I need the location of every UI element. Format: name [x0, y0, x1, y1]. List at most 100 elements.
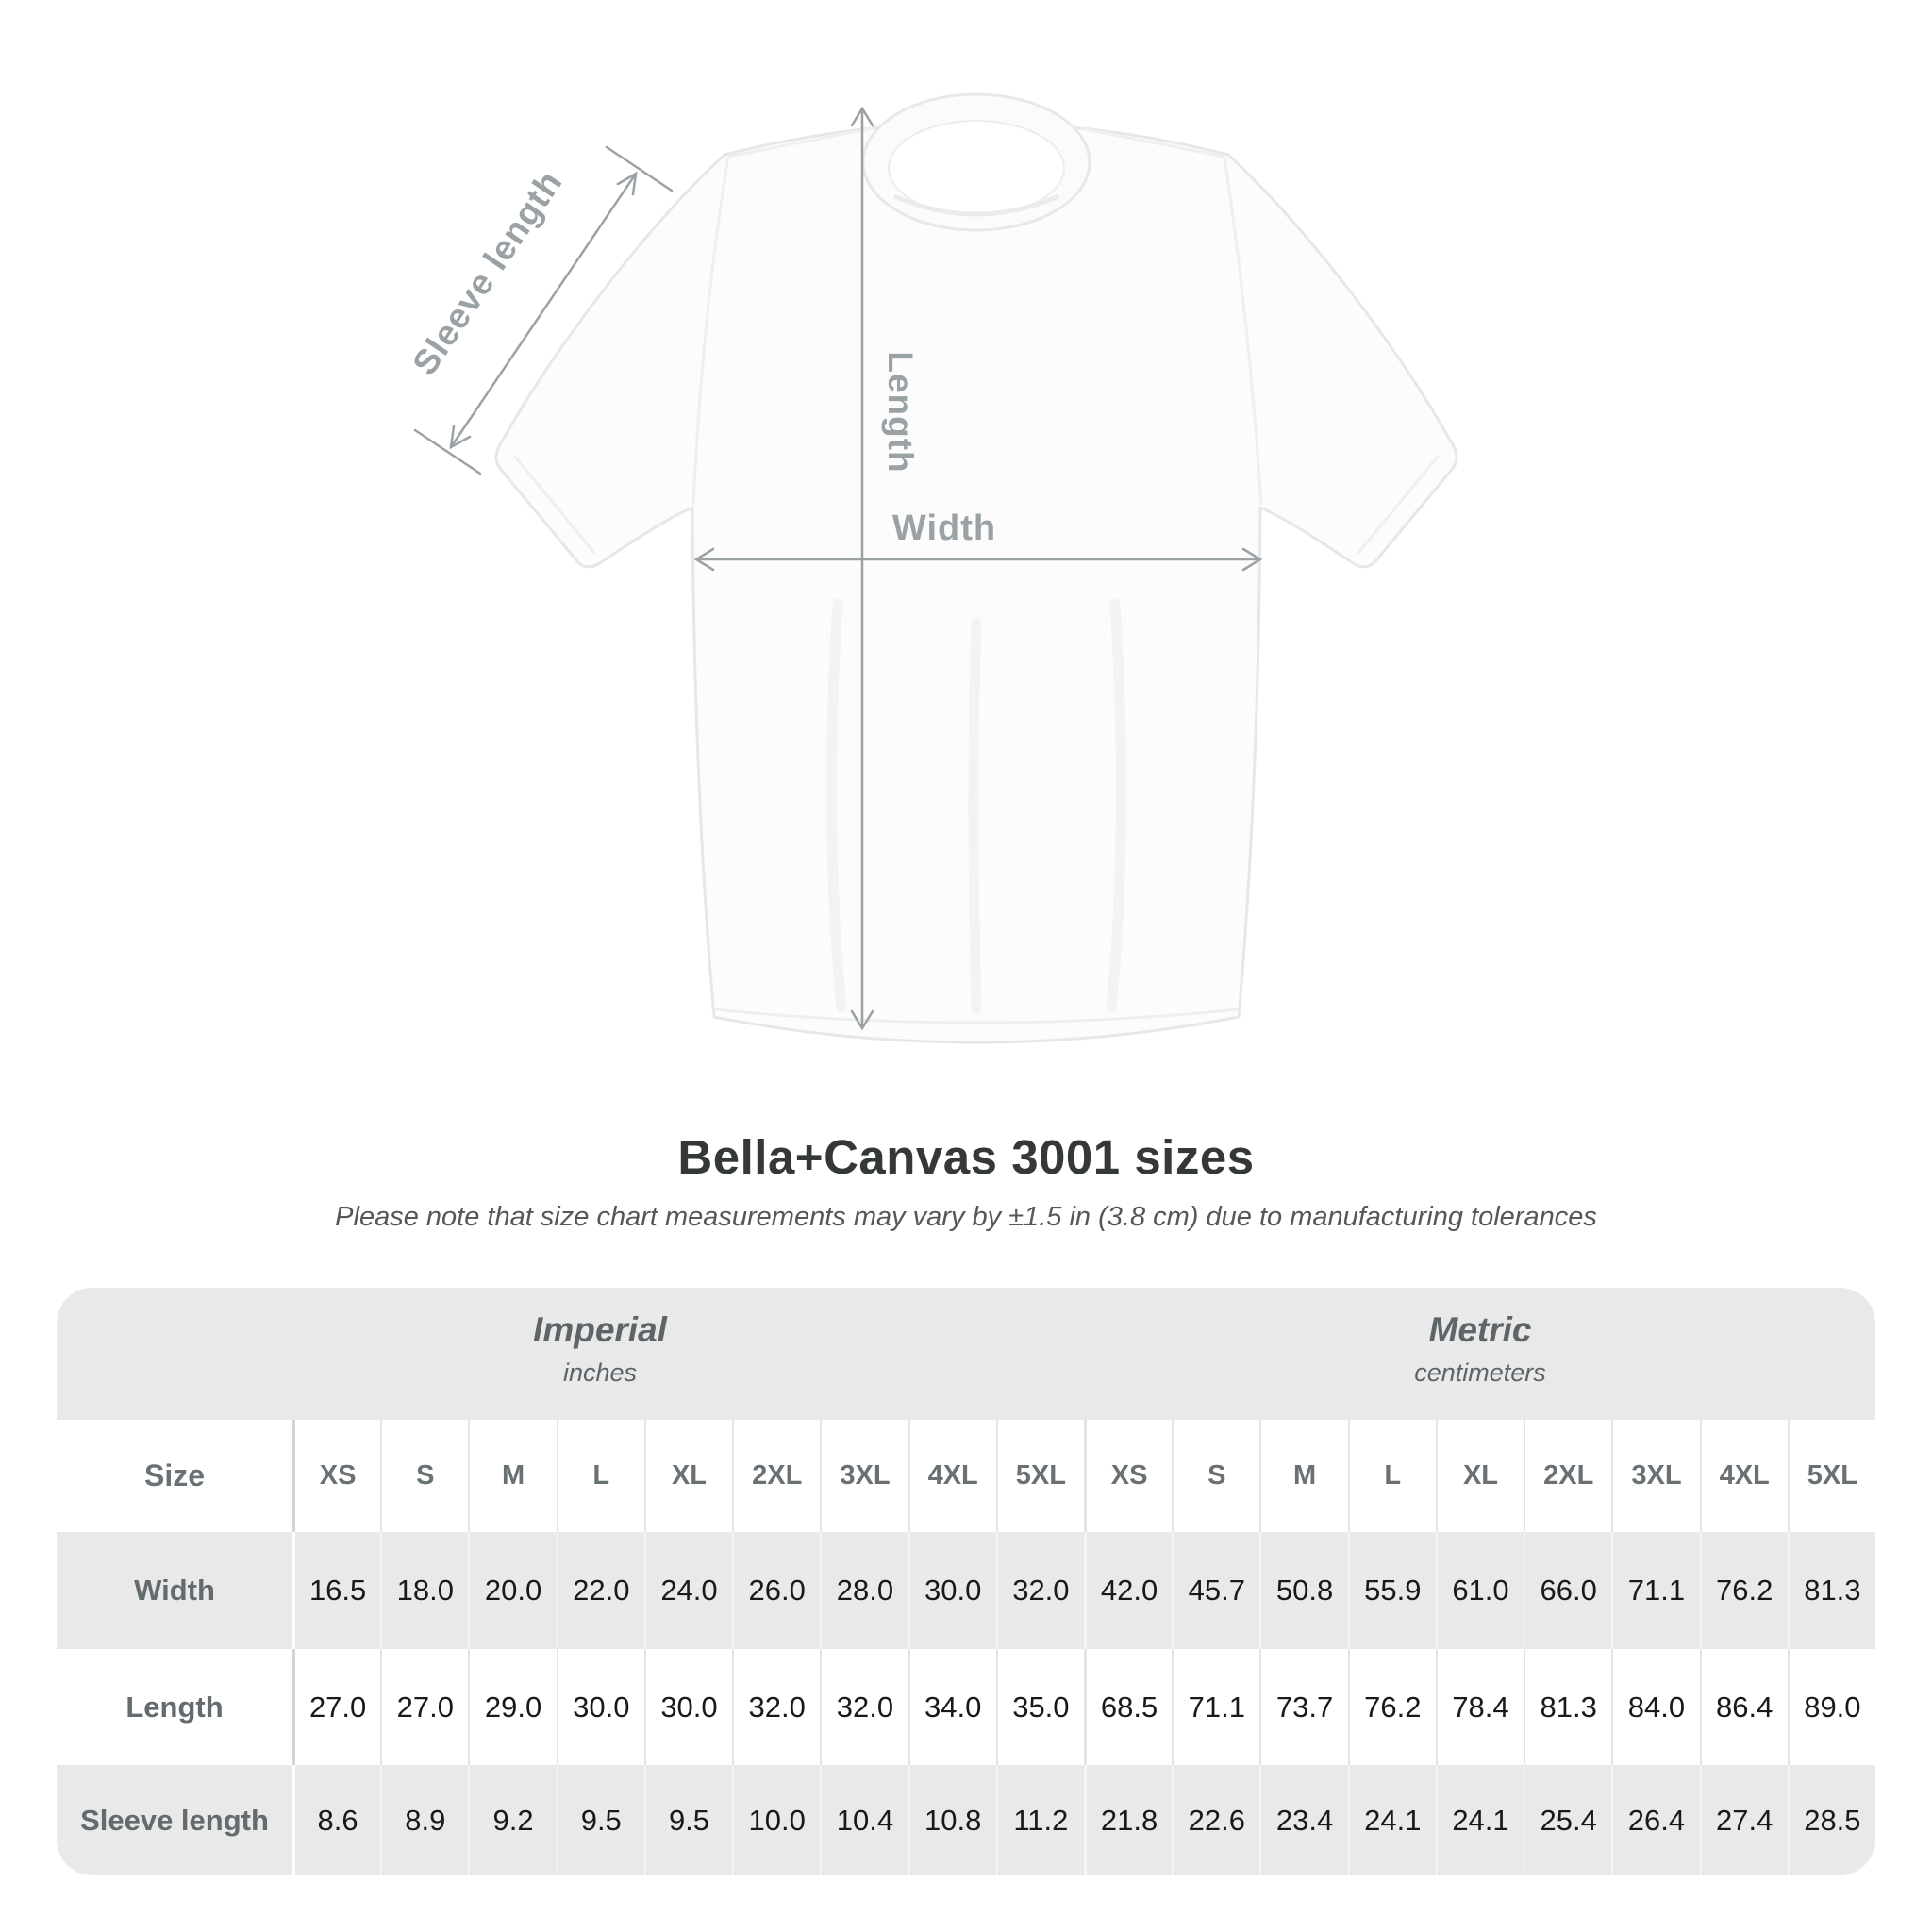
measurement-cell: 73.7: [1259, 1649, 1347, 1765]
size-header-cell: L: [556, 1420, 644, 1532]
sleeve-length-arrow: [413, 145, 674, 475]
metric-header: Metric centimeters: [1414, 1310, 1546, 1388]
measurement-cell: 32.0: [820, 1649, 908, 1765]
measurement-cell: 66.0: [1524, 1532, 1611, 1649]
measurement-cell: 22.0: [556, 1532, 644, 1649]
row-label: Length: [125, 1690, 224, 1724]
measurement-cell: 86.4: [1699, 1649, 1788, 1765]
size-header-cell: 2XL: [1524, 1420, 1611, 1532]
size-header-cell: 4XL: [1699, 1420, 1788, 1532]
metric-unit: centimeters: [1414, 1358, 1546, 1387]
imperial-header: Imperial inches: [533, 1310, 667, 1388]
measurement-cell: 26.4: [1611, 1765, 1699, 1875]
tshirt-folds: [826, 598, 1126, 1015]
measurement-cell: 28.0: [820, 1532, 908, 1649]
measurement-cell: 8.6: [292, 1765, 380, 1875]
measurement-cell: 9.5: [556, 1765, 644, 1875]
measurement-cell: 76.2: [1347, 1649, 1436, 1765]
measurement-cell: 20.0: [468, 1532, 556, 1649]
measurement-cell: 81.3: [1787, 1532, 1875, 1649]
measurement-cell: 71.1: [1611, 1532, 1699, 1649]
size-header-cell: M: [1259, 1420, 1347, 1532]
measurement-cell: 50.8: [1259, 1532, 1347, 1649]
size-header-cell: S: [1172, 1420, 1259, 1532]
size-header-cell: XL: [1435, 1420, 1524, 1532]
measurement-cell: 24.0: [643, 1532, 732, 1649]
tolerance-note: Please note that size chart measurements…: [335, 1202, 1597, 1232]
size-header-cell: 2XL: [732, 1420, 820, 1532]
size-header-cell: XS: [292, 1420, 380, 1532]
measurement-cell: 68.5: [1083, 1649, 1172, 1765]
measurement-cell: 21.8: [1083, 1765, 1172, 1875]
length-arrow: [850, 106, 874, 1031]
size-column-header: Size: [143, 1458, 206, 1492]
size-header-cell: L: [1347, 1420, 1436, 1532]
measurement-cell: 30.0: [556, 1649, 644, 1765]
measurement-cell: 24.1: [1435, 1765, 1524, 1875]
imperial-unit: inches: [562, 1358, 638, 1387]
row-label: Width: [134, 1574, 215, 1607]
measurement-cell: 11.2: [995, 1765, 1084, 1875]
measurement-cell: 35.0: [995, 1649, 1084, 1765]
measurement-cell: 8.9: [380, 1765, 468, 1875]
size-header-cell: 4XL: [908, 1420, 996, 1532]
measurement-cell: 23.4: [1259, 1765, 1347, 1875]
measurement-cell: 27.0: [292, 1649, 380, 1765]
measurement-cell: 76.2: [1699, 1532, 1788, 1649]
measurement-cell: 81.3: [1524, 1649, 1611, 1765]
measurement-cell: 27.0: [380, 1649, 468, 1765]
measurement-cell: 10.0: [732, 1765, 820, 1875]
length-label: Length: [881, 351, 920, 473]
row-label: Sleeve length: [80, 1803, 269, 1837]
width-arrow: [693, 547, 1263, 572]
table-row: Width 16.5 18.0 20.0 22.0 24.0 26.0 28.0 30.0 32.…: [57, 1532, 1875, 1649]
measurement-cell: 29.0: [468, 1649, 556, 1765]
measurement-cell: 9.5: [643, 1765, 732, 1875]
tshirt-collar: [861, 92, 1091, 232]
measurement-cell: 9.2: [468, 1765, 556, 1875]
measurement-cell: 84.0: [1611, 1649, 1699, 1765]
tshirt-illustration: Width Length Sleeve length: [405, 92, 1458, 1044]
measurement-cell: 18.0: [380, 1532, 468, 1649]
sleeve-length-label: Sleeve length: [405, 163, 570, 381]
measurement-cell: 71.1: [1172, 1649, 1259, 1765]
table-row: Length 27.0 27.0 29.0 30.0 30.0 32.0 32.0 34.0 35…: [57, 1649, 1875, 1765]
size-header-cell: 5XL: [995, 1420, 1084, 1532]
table-row: Sleeve length 8.6 8.9 9.2 9.5 9.5 10.0 10.4 10.8…: [57, 1765, 1875, 1875]
measurement-cell: 30.0: [643, 1649, 732, 1765]
measurement-cell: 30.0: [908, 1532, 996, 1649]
metric-title: Metric: [1428, 1310, 1532, 1349]
measurement-cell: 32.0: [995, 1532, 1084, 1649]
measurement-cell: 10.4: [820, 1765, 908, 1875]
size-header-cell: 5XL: [1787, 1420, 1875, 1532]
size-header-cell: M: [468, 1420, 556, 1532]
measurement-cell: 10.8: [908, 1765, 996, 1875]
measurement-cell: 32.0: [732, 1649, 820, 1765]
measurement-cell: 28.5: [1787, 1765, 1875, 1875]
size-header-cell: 3XL: [820, 1420, 908, 1532]
table-row: Size XS S M L XL 2XL 3XL 4XL 5XL XS S M L XL 2XL 3XL 4XL 5…: [57, 1420, 1875, 1532]
measurement-cell: 34.0: [908, 1649, 996, 1765]
measurement-cell: 27.4: [1699, 1765, 1788, 1875]
measurement-cell: 22.6: [1172, 1765, 1259, 1875]
size-header-cell: 3XL: [1611, 1420, 1699, 1532]
page-title: Bella+Canvas 3001 sizes: [677, 1130, 1255, 1184]
size-header-cell: XL: [643, 1420, 732, 1532]
measurement-cell: 45.7: [1172, 1532, 1259, 1649]
size-table-card: Imperial inches Metric centimeters Size X…: [57, 1288, 1875, 1875]
size-header-cell: S: [380, 1420, 468, 1532]
measurement-cell: 25.4: [1524, 1765, 1611, 1875]
width-label: Width: [892, 508, 996, 548]
measurement-cell: 16.5: [292, 1532, 380, 1649]
measurement-cell: 24.1: [1347, 1765, 1436, 1875]
size-header-cell: XS: [1083, 1420, 1172, 1532]
measurement-cell: 42.0: [1083, 1532, 1172, 1649]
measurement-cell: 26.0: [732, 1532, 820, 1649]
unit-header-band: Imperial inches Metric centimeters: [57, 1288, 1875, 1420]
tshirt-seams: [512, 126, 1441, 1024]
tshirt: [494, 92, 1458, 1044]
measurement-cell: 89.0: [1787, 1649, 1875, 1765]
imperial-title: Imperial: [533, 1310, 667, 1349]
measurement-cell: 78.4: [1435, 1649, 1524, 1765]
